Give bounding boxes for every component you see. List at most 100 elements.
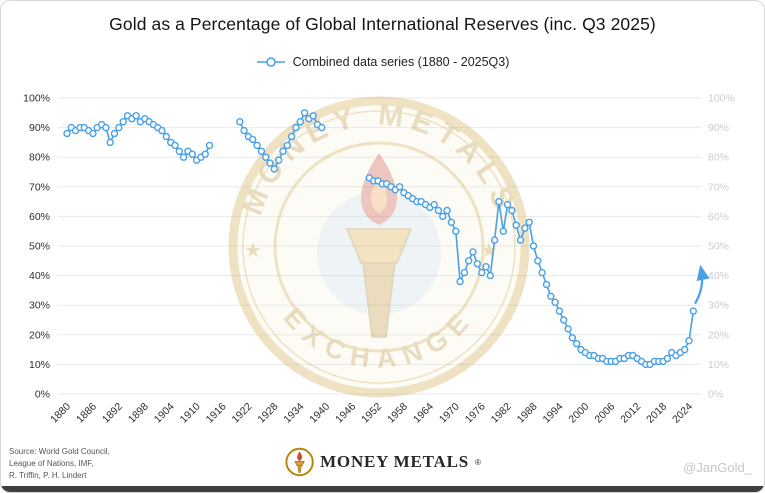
registered-mark: ® xyxy=(475,457,481,467)
y-axis-label: 10% xyxy=(29,359,50,371)
source-line: League of Nations, IMF, xyxy=(9,459,94,468)
y-axis-labels-left: 0% 10% 20% 30% 40% 50% 60% 70% 80% 90% 100% xyxy=(23,93,50,401)
credit-handle: @JanGold_ xyxy=(683,460,752,475)
data-point[interactable] xyxy=(171,141,179,150)
data-point[interactable] xyxy=(499,227,507,235)
data-point[interactable] xyxy=(201,150,209,158)
chart-title: Gold as a Percentage of Global Internati… xyxy=(109,14,656,34)
data-point[interactable] xyxy=(132,112,140,120)
data-point[interactable] xyxy=(240,126,248,135)
data-point[interactable] xyxy=(460,268,469,277)
data-point[interactable] xyxy=(681,345,689,354)
x-axis-label: 2006 xyxy=(592,401,617,426)
data-point[interactable] xyxy=(236,117,244,126)
y-axis-label: 50% xyxy=(29,241,50,253)
data-point[interactable] xyxy=(568,334,577,342)
data-point[interactable] xyxy=(257,147,266,156)
data-point[interactable] xyxy=(560,316,568,324)
data-point[interactable] xyxy=(551,298,559,306)
watermark-ring-line xyxy=(242,110,516,384)
y-axis-label-right: 30% xyxy=(708,300,729,312)
data-point[interactable] xyxy=(162,132,171,141)
data-point[interactable] xyxy=(89,129,97,138)
x-axis-label: 1898 xyxy=(126,401,151,426)
data-point[interactable] xyxy=(175,147,184,156)
data-point[interactable] xyxy=(465,257,473,265)
data-point[interactable] xyxy=(266,159,274,167)
data-point[interactable] xyxy=(115,123,123,132)
data-point[interactable] xyxy=(283,141,291,150)
data-point[interactable] xyxy=(179,153,188,161)
data-point[interactable] xyxy=(188,150,197,158)
x-axis-label: 2018 xyxy=(644,401,669,426)
data-point[interactable] xyxy=(525,218,533,227)
data-point[interactable] xyxy=(309,112,317,120)
data-point[interactable] xyxy=(469,248,477,256)
data-point[interactable] xyxy=(279,147,287,156)
data-point[interactable] xyxy=(503,200,512,209)
data-point[interactable] xyxy=(508,206,516,215)
y-axis-label-right: 100% xyxy=(708,93,735,105)
data-point[interactable] xyxy=(102,123,110,132)
data-point[interactable] xyxy=(439,212,447,221)
data-point[interactable] xyxy=(447,218,456,227)
data-series[interactable] xyxy=(63,109,697,369)
data-point[interactable] xyxy=(478,268,486,277)
data-point[interactable] xyxy=(287,132,296,141)
x-axis-labels: 1880 1886 1892 1898 1904 1910 1916 1922 1928 1934… xyxy=(48,401,695,426)
y-axis-label-right: 10% xyxy=(708,359,729,371)
data-point[interactable] xyxy=(253,141,261,150)
data-point[interactable] xyxy=(555,307,564,315)
data-point[interactable] xyxy=(158,126,166,135)
data-point[interactable] xyxy=(529,242,538,250)
data-point[interactable] xyxy=(119,117,127,126)
data-point[interactable] xyxy=(270,165,278,173)
data-point[interactable] xyxy=(296,117,304,126)
data-point[interactable] xyxy=(663,354,672,363)
data-point[interactable] xyxy=(542,280,551,289)
data-point[interactable] xyxy=(456,277,464,286)
y-axis-label: 20% xyxy=(29,329,50,341)
data-point[interactable] xyxy=(482,263,490,271)
data-point[interactable] xyxy=(689,307,697,315)
data-point[interactable] xyxy=(110,129,119,138)
data-point[interactable] xyxy=(534,257,542,265)
data-point[interactable] xyxy=(685,337,693,345)
y-axis-label: 0% xyxy=(35,389,50,401)
x-axis-label: 1892 xyxy=(100,401,125,426)
data-point[interactable] xyxy=(434,206,443,215)
data-point[interactable] xyxy=(512,221,520,230)
x-axis-label: 2012 xyxy=(618,401,643,426)
money-metals-logo-icon xyxy=(284,447,314,477)
data-point[interactable] xyxy=(490,236,499,244)
data-point[interactable] xyxy=(430,200,438,209)
data-point[interactable] xyxy=(473,260,481,268)
data-point[interactable] xyxy=(63,129,71,138)
data-point[interactable] xyxy=(395,183,404,191)
data-point[interactable] xyxy=(495,197,503,206)
data-point[interactable] xyxy=(106,138,114,147)
data-point[interactable] xyxy=(516,236,525,244)
watermark-inner-ring xyxy=(273,141,485,353)
data-point[interactable] xyxy=(292,123,300,132)
data-point[interactable] xyxy=(300,109,309,117)
y-axis-label-right: 50% xyxy=(708,241,729,253)
data-point[interactable] xyxy=(262,153,270,161)
data-point[interactable] xyxy=(205,141,214,150)
data-point[interactable] xyxy=(452,227,460,235)
data-point[interactable] xyxy=(547,292,555,300)
data-point[interactable] xyxy=(521,224,529,232)
data-point[interactable] xyxy=(318,123,326,132)
data-point[interactable] xyxy=(538,268,546,277)
data-point[interactable] xyxy=(443,206,451,215)
data-point[interactable] xyxy=(573,340,581,348)
legend[interactable]: Combined data series (1880 - 2025Q3) xyxy=(1,55,764,69)
data-point[interactable] xyxy=(486,271,494,280)
data-point[interactable] xyxy=(275,156,283,164)
watermark-outer-ring xyxy=(228,96,530,398)
y-axis-label: 70% xyxy=(29,181,50,193)
data-point[interactable] xyxy=(564,325,572,333)
data-point[interactable] xyxy=(248,135,257,144)
y-axis-label-right: 70% xyxy=(708,181,729,193)
